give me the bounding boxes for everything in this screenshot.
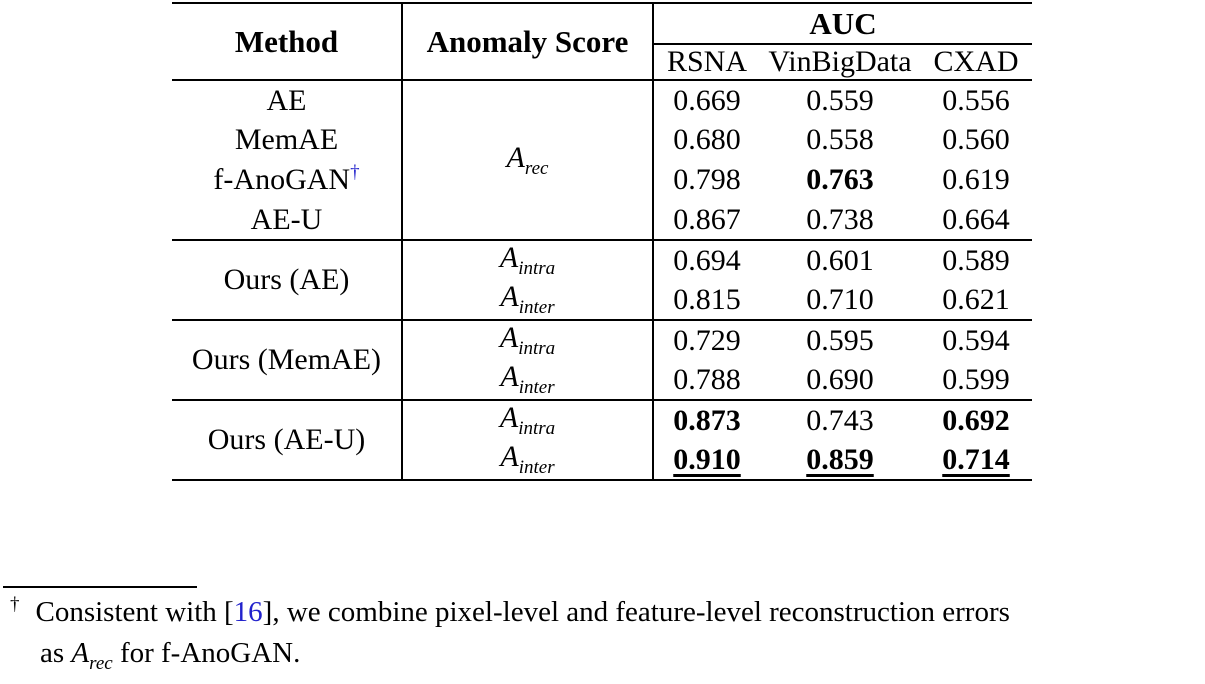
footnote-text: ], we combine pixel-level and feature-le… — [262, 596, 1010, 628]
script-a-symbol: A — [500, 440, 519, 473]
auc-value-cell: 0.560 — [942, 123, 1010, 156]
footnote-line-1: † Consistent with [16], we combine pixel-… — [10, 592, 1202, 633]
footnote: † Consistent with [16], we combine pixel-… — [10, 592, 1202, 684]
results-table-wrapper: Method Anomaly Score AUC RSNA VinBigData… — [172, 2, 1033, 481]
auc-value-cell: 0.743 — [760, 399, 920, 440]
method-cell: Ours (MemAE) — [172, 319, 403, 400]
dataset-header-cxad: CXAD — [920, 44, 1033, 81]
footnote-text: for f-AnoGAN. — [112, 637, 301, 669]
script-a-symbol: A — [71, 637, 90, 669]
anomaly-subscript: intra — [518, 338, 556, 359]
footnote-text: as — [40, 637, 72, 669]
anomaly-subscript: inter — [518, 297, 555, 318]
footnote-rule — [3, 586, 197, 588]
method-cell: AE-U — [172, 200, 403, 240]
auc-value-cell: 0.729 — [653, 319, 760, 360]
auc-group-header: AUC — [653, 3, 1033, 45]
anomaly-score-cell: Aintra — [402, 399, 654, 440]
method-label: f-AnoGAN — [213, 163, 351, 196]
auc-value: 0.859 — [806, 442, 874, 476]
script-a-symbol: A — [499, 241, 519, 274]
auc-value-cell: 0.558 — [806, 123, 874, 156]
auc-value-cell: 0.594 — [920, 319, 1033, 360]
auc-value-cell: 0.599 — [942, 362, 1010, 396]
anomaly-score-cell: Arec — [402, 80, 654, 240]
auc-value-cell: 0.710 — [806, 282, 874, 316]
script-a-symbol: A — [506, 140, 525, 174]
footnote-dagger-marker: † — [10, 594, 20, 616]
auc-value-cell: 0.619 — [942, 163, 1010, 196]
auc-value-cell: 0.738 — [806, 202, 874, 236]
method-cell: Ours (AE) — [172, 239, 403, 320]
auc-value-cell-best-underlined: 0.859 — [760, 440, 920, 480]
footnote-line-2: as Arec for f-AnoGAN. — [10, 633, 1202, 684]
anomaly-score-cell: Ainter — [402, 440, 654, 480]
method-cell: f-AnoGAN† — [172, 160, 403, 200]
anomaly-subscript: intra — [518, 258, 556, 279]
auc-value-cell: 0.664 — [942, 202, 1010, 236]
anomaly-subscript: rec — [89, 652, 113, 674]
anomaly-subscript: inter — [518, 377, 555, 398]
auc-value-cell: 0.788 — [673, 362, 741, 396]
auc-value-cell-best-bold: 0.763 — [806, 163, 874, 196]
results-table: Method Anomaly Score AUC RSNA VinBigData… — [172, 2, 1033, 481]
method-column-header: Method — [172, 3, 403, 81]
script-a-symbol: A — [499, 401, 519, 434]
anomaly-score-column-header: Anomaly Score — [402, 3, 654, 81]
citation-link-16[interactable]: 16 — [233, 596, 263, 628]
auc-value-cell: 0.589 — [920, 239, 1033, 280]
auc-value: 0.714 — [942, 442, 1010, 476]
auc-value-cell: 0.601 — [760, 239, 920, 280]
auc-value-cell: 0.680 — [673, 123, 741, 156]
script-a-symbol: A — [500, 360, 519, 393]
anomaly-subscript: inter — [518, 457, 555, 478]
dataset-header-rsna: RSNA — [653, 44, 760, 81]
anomaly-score-cell: Ainter — [402, 360, 654, 400]
anomaly-score-cell: Ainter — [402, 280, 654, 320]
footnote-dagger-link[interactable]: † — [350, 162, 360, 183]
auc-value-cell-best-bold: 0.692 — [920, 399, 1033, 440]
script-a-symbol: A — [499, 321, 519, 354]
anomaly-score-cell: Aintra — [402, 239, 654, 280]
auc-value-cell: 0.669 — [673, 83, 741, 117]
auc-value-cell-best-underlined: 0.910 — [653, 440, 760, 480]
auc-value-cell: 0.556 — [942, 83, 1010, 117]
auc-value-cell: 0.595 — [760, 319, 920, 360]
auc-value-cell: 0.559 — [806, 83, 874, 117]
footnote-text: Consistent with [ — [35, 596, 234, 628]
dataset-header-vinbigdata: VinBigData — [760, 44, 920, 81]
anomaly-subscript: rec — [524, 157, 549, 179]
method-cell: AE — [172, 80, 403, 120]
auc-value-cell: 0.621 — [942, 282, 1010, 316]
auc-value-cell: 0.798 — [673, 163, 741, 196]
auc-value-cell: 0.867 — [673, 202, 741, 236]
script-a-symbol: A — [500, 280, 519, 313]
auc-value-cell-best-bold: 0.873 — [653, 399, 760, 440]
anomaly-subscript: intra — [518, 418, 556, 439]
method-cell: Ours (AE-U) — [172, 399, 403, 480]
auc-value-cell: 0.690 — [806, 362, 874, 396]
auc-value: 0.910 — [673, 442, 741, 476]
auc-value-cell: 0.694 — [653, 239, 760, 280]
auc-value-cell: 0.815 — [673, 282, 741, 316]
auc-value-cell-best-underlined: 0.714 — [920, 440, 1032, 480]
method-cell: MemAE — [172, 120, 403, 160]
anomaly-score-cell: Aintra — [402, 319, 654, 360]
